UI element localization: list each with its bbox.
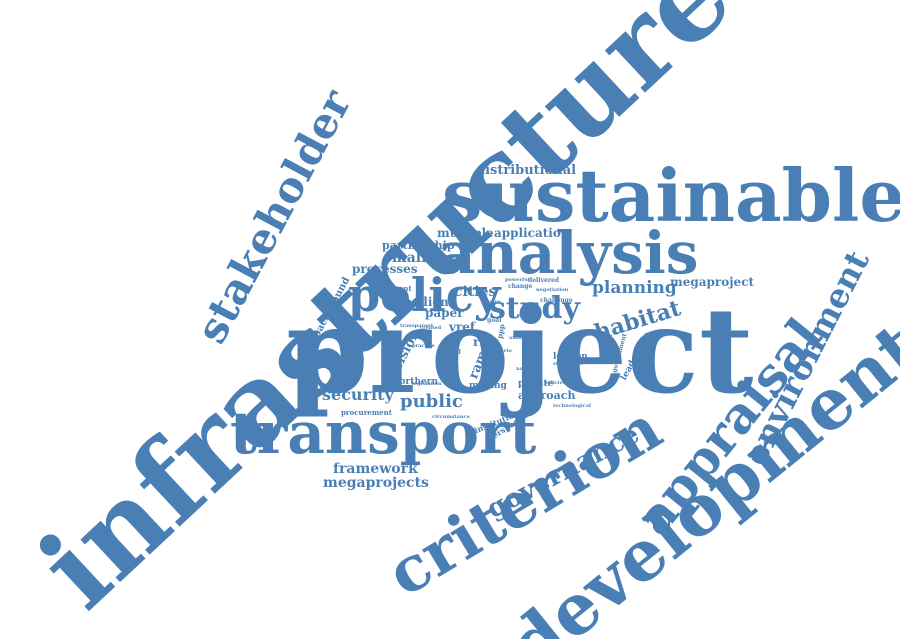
word-smaller: smaller: [384, 250, 443, 266]
word-legislation: legislation: [412, 381, 442, 387]
word-resilient: resilient: [398, 295, 455, 309]
word-sustainable: sustainable: [442, 153, 900, 238]
word-delivered: delivered: [528, 277, 560, 284]
word-scenario: scenario: [488, 348, 512, 354]
word-making: making: [469, 381, 507, 391]
word-project: project: [286, 281, 754, 420]
word-natural: natural: [516, 366, 537, 372]
word-security: security: [322, 385, 394, 404]
word-maps: maps: [486, 299, 501, 305]
word-circumstance: circumstance: [432, 414, 470, 420]
word-transport: transport: [230, 399, 537, 467]
word-global: global: [440, 349, 461, 356]
word-author: author: [509, 335, 528, 341]
word-change: change: [508, 283, 533, 290]
word-analysis: analysis: [438, 219, 699, 287]
word-framework: framework: [333, 461, 418, 477]
word-london: london: [553, 352, 588, 362]
word-multiple: multiple: [437, 226, 494, 240]
word-planning: planning: [592, 278, 677, 298]
word-megaproject: megaproject: [670, 275, 755, 289]
word-transparent: transparent: [400, 323, 434, 329]
word-goal: goal: [487, 317, 502, 324]
word-technological: technological: [553, 403, 591, 409]
word-study: study: [489, 291, 580, 326]
word-challenge: challenge: [540, 297, 573, 304]
word-vref: vref: [449, 320, 476, 334]
word-application: application: [494, 226, 570, 240]
word-cities: cities: [454, 284, 497, 300]
word-distributional: distributional: [476, 163, 577, 178]
word-context: context: [438, 363, 459, 369]
word-private: private: [518, 379, 554, 389]
word-ppp: ppp: [495, 323, 507, 340]
word-policies: policies: [544, 380, 566, 386]
word-procurement: procurement: [341, 408, 392, 417]
word-policy: policy: [348, 268, 501, 322]
word-investment: investment: [368, 284, 412, 293]
word-megaprojects: megaprojects: [323, 475, 429, 491]
word-significant: significant: [553, 361, 583, 367]
word-processes: processes: [352, 262, 418, 276]
word-practice: practice: [412, 343, 435, 349]
word-powerful: powerful: [505, 277, 530, 283]
word-northern: northern: [393, 377, 438, 387]
word-paper: paper: [425, 306, 464, 320]
word-public: public: [400, 391, 463, 412]
word-created: created: [420, 325, 442, 331]
word-approach: approach: [518, 389, 576, 402]
word-partnership: partnership: [382, 239, 455, 252]
word-risk: risk: [473, 335, 499, 349]
word-negotiation: negotiation: [536, 287, 569, 293]
